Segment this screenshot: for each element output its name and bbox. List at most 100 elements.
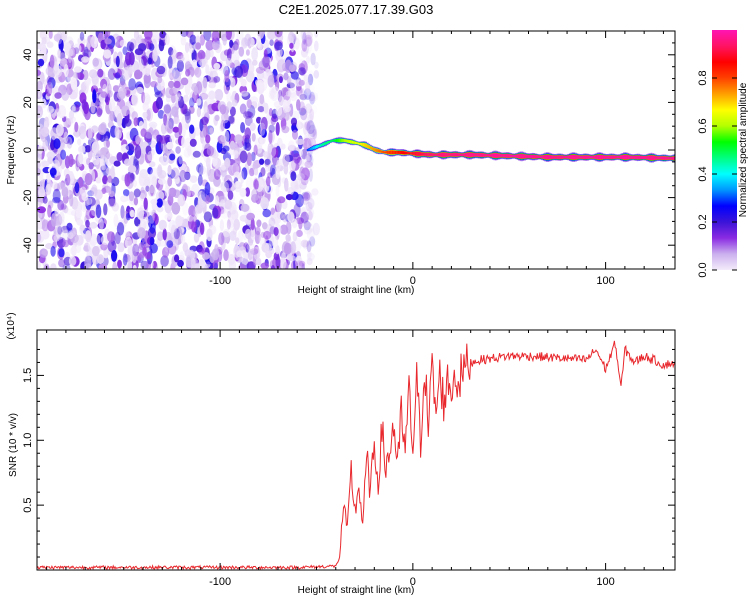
noise-speckle <box>169 135 175 144</box>
y-tick-label: -20 <box>22 190 34 206</box>
noise-speckle <box>160 155 169 166</box>
noise-speckle <box>174 175 180 185</box>
noise-speckle <box>290 260 299 269</box>
signal-track-mark <box>416 151 418 156</box>
noise-speckle <box>311 129 317 140</box>
noise-speckle <box>106 140 110 148</box>
y-tick-label: 1.5 <box>22 368 34 383</box>
noise-speckle <box>251 133 256 142</box>
noise-speckle <box>144 31 153 40</box>
noise-speckle <box>229 205 235 214</box>
noise-speckle <box>253 168 259 176</box>
noise-speckle <box>229 201 237 215</box>
signal-track-mark <box>308 148 310 151</box>
noise-speckle <box>77 138 82 146</box>
noise-speckle <box>189 175 198 183</box>
noise-speckle <box>184 111 191 124</box>
signal-track-mark <box>559 155 562 159</box>
colorbar-gradient <box>712 30 737 270</box>
signal-track-mark <box>458 153 460 157</box>
noise-speckle <box>59 211 65 224</box>
signal-track-mark <box>579 155 582 159</box>
noise-speckle <box>146 41 151 50</box>
noise-speckle <box>290 117 298 126</box>
noise-speckle <box>308 94 315 102</box>
noise-speckle <box>286 77 292 85</box>
signal-track-mark <box>478 153 480 157</box>
noise-speckle <box>116 222 125 236</box>
noise-speckle <box>303 220 311 231</box>
noise-speckle <box>142 102 149 112</box>
noise-speckle <box>107 68 116 80</box>
noise-speckle <box>274 41 283 51</box>
noise-speckle <box>96 108 103 116</box>
noise-speckle <box>92 57 99 67</box>
noise-speckle <box>240 90 249 97</box>
noise-speckle <box>151 176 158 187</box>
noise-speckle <box>236 250 244 258</box>
noise-speckle <box>215 195 220 207</box>
signal-track-mark <box>582 155 585 159</box>
noise-speckle <box>77 145 86 154</box>
noise-speckle <box>187 74 193 89</box>
signal-track-mark <box>508 154 511 158</box>
noise-speckle <box>45 83 53 97</box>
noise-speckle <box>254 179 259 190</box>
noise-speckle <box>240 37 249 49</box>
signal-track-mark <box>488 154 491 157</box>
signal-track-mark <box>382 151 384 154</box>
noise-speckle <box>191 221 197 233</box>
signal-track-mark <box>413 151 415 156</box>
noise-speckle <box>89 210 96 219</box>
signal-track-mark <box>646 156 648 160</box>
noise-speckle <box>262 151 269 158</box>
signal-track-mark <box>535 155 537 159</box>
noise-speckle <box>299 166 305 178</box>
noise-speckle <box>202 77 208 89</box>
signal-track-mark <box>578 155 580 159</box>
signal-track-mark <box>346 139 349 143</box>
signal-track-mark <box>422 152 425 156</box>
noise-speckle <box>146 109 151 121</box>
noise-speckle <box>148 121 158 128</box>
noise-speckle <box>307 129 315 140</box>
noise-speckle <box>297 173 305 181</box>
noise-speckle <box>171 49 178 59</box>
noise-speckle <box>303 221 312 228</box>
signal-track-mark <box>490 153 492 157</box>
signal-track-mark <box>388 150 391 155</box>
y-tick-label: 1.0 <box>22 433 34 448</box>
noise-speckle <box>270 90 279 102</box>
noise-speckle <box>300 31 307 42</box>
noise-speckle <box>68 153 74 168</box>
noise-speckle <box>107 83 112 95</box>
noise-speckle <box>168 47 174 56</box>
noise-speckle <box>203 124 208 138</box>
noise-speckle <box>37 197 42 207</box>
noise-speckle <box>268 247 275 254</box>
noise-speckle <box>47 204 52 218</box>
noise-speckle <box>134 144 142 159</box>
signal-track-mark <box>652 155 654 160</box>
noise-speckle <box>71 244 77 257</box>
noise-speckle <box>281 125 290 134</box>
signal-track-mark <box>491 153 494 158</box>
noise-speckle <box>181 123 186 138</box>
signal-track-mark <box>553 155 556 159</box>
noise-speckle <box>225 31 232 40</box>
noise-speckle <box>259 94 265 105</box>
signal-track-mark <box>562 155 565 159</box>
signal-track-mark <box>325 141 327 145</box>
signal-track-mark <box>342 139 344 142</box>
noise-speckle <box>159 31 166 39</box>
noise-speckle <box>311 188 319 196</box>
signal-track-mark <box>536 155 539 159</box>
noise-speckle <box>76 153 84 167</box>
signal-track-mark <box>513 154 516 158</box>
signal-track-mark <box>623 155 625 160</box>
noise-speckle <box>78 176 84 189</box>
noise-speckle <box>78 125 87 140</box>
noise-speckle <box>95 204 102 219</box>
noise-speckle <box>222 36 227 46</box>
noise-speckle <box>169 153 176 161</box>
